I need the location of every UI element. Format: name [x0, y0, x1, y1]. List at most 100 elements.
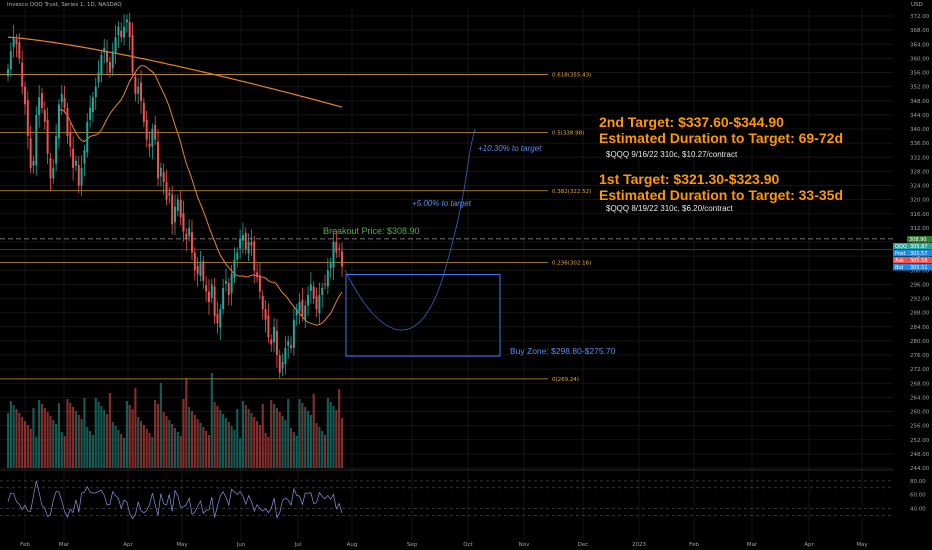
candle-body [329, 263, 332, 269]
buy-zone-label: Buy Zone: $298.80-$275.70 [510, 346, 616, 356]
y-tick-label: 248.00 [910, 452, 930, 458]
x-tick-label: Apr [123, 542, 133, 548]
candle-body [264, 309, 267, 320]
volume-bar [190, 411, 194, 468]
price-badge-label: 308.90 [909, 237, 927, 243]
y-tick-label: 320.00 [910, 198, 930, 204]
candle-body [205, 285, 208, 292]
volume-bar [55, 424, 58, 468]
y-tick-label: 340.00 [910, 127, 930, 133]
projection-curve [344, 128, 476, 331]
candle-body [298, 302, 301, 312]
volume-bar [239, 438, 242, 468]
breakout-label: Breakout Price: $308.90 [323, 226, 420, 236]
x-tick-label: Feb [689, 542, 699, 548]
candle-body [318, 294, 321, 314]
volume-bar [205, 431, 208, 468]
option1-label: $QQQ 8/19/22 310c, $6.20/contract [606, 204, 733, 213]
candle-body [66, 107, 69, 137]
volume-bar [227, 422, 230, 468]
candle-body [227, 282, 230, 295]
candle-body [202, 261, 205, 281]
x-tick-label: Feb [20, 542, 30, 548]
candle-body [219, 309, 222, 328]
volume-bar [32, 408, 35, 468]
pct1-label: +5.00% to target [412, 199, 471, 208]
candle-body [258, 275, 261, 292]
candle-body [55, 136, 58, 164]
target2-label: 2nd Target: $337.60-$344.90 [599, 114, 784, 130]
volume-bar [9, 401, 12, 468]
volume-bar [329, 402, 332, 468]
x-tick-label: Nov [519, 542, 530, 548]
volume-bar [131, 409, 134, 468]
candle-body [190, 232, 193, 253]
volume-bar [253, 417, 256, 468]
price-badge [893, 257, 932, 264]
volume-bar [142, 425, 145, 468]
volume-bar [267, 437, 270, 468]
volume-bar [321, 431, 324, 468]
y-tick-label: 356.00 [910, 71, 930, 77]
x-tick-label: Dec [578, 542, 589, 548]
volume-bar [338, 389, 341, 468]
volume-bar [91, 435, 94, 468]
volume-bar [202, 427, 205, 468]
y-tick-label: 276.00 [910, 353, 930, 359]
y-tick-label: 364.00 [910, 42, 930, 48]
candle-body [157, 141, 160, 179]
candle-body [94, 86, 97, 98]
volume-bar [213, 402, 216, 468]
volume-bar [100, 406, 103, 468]
target1-label: 1st Target: $321.30-$323.90 [599, 171, 780, 187]
volume-bar [179, 436, 182, 468]
volume-bar [154, 400, 157, 468]
candle-body [12, 37, 15, 48]
time-axis: Feb Mar Apr May Jun Jul Aug Sep Oct Nov Dec 2023 Feb… [20, 542, 868, 548]
candle-body [312, 286, 315, 299]
candle-body [295, 309, 298, 316]
candle-body [267, 315, 270, 338]
candle-body [131, 35, 134, 73]
price-badge-value: 305.56 [910, 258, 928, 264]
candle-body [18, 42, 21, 59]
volume-bar [83, 398, 86, 468]
moving-averages [7, 36, 343, 326]
volume-bar [162, 412, 165, 468]
volume-bar [176, 432, 179, 468]
volume-bar [323, 435, 327, 468]
candle-body [114, 37, 117, 54]
y-tick-label: 372.00 [910, 14, 930, 20]
candle-body [72, 148, 75, 168]
candle-body [290, 345, 293, 348]
candle-body [256, 272, 259, 278]
volume-bar [188, 407, 191, 468]
candle-body [284, 347, 287, 365]
y-tick-label: 324.00 [910, 184, 930, 190]
y-tick-label: 296.00 [910, 282, 930, 288]
volume-bar [289, 428, 293, 468]
volume-bar [173, 428, 177, 468]
volume-bar [120, 434, 123, 468]
x-tick-label: Mar [59, 542, 70, 548]
volume-bar [168, 420, 171, 468]
price-badge-label: Post [895, 251, 906, 257]
volume-bar [63, 436, 66, 468]
candle-body [171, 194, 174, 225]
y-tick-label: 256.00 [910, 424, 930, 430]
candle-body [168, 192, 171, 196]
candle-body [123, 26, 126, 38]
volume-bar [117, 430, 120, 468]
y-tick-label: 352.00 [910, 85, 930, 91]
y-tick-label: 280.00 [910, 339, 930, 345]
y-tick-label: 284.00 [910, 325, 930, 331]
candle-body [216, 314, 219, 324]
volume-bar [145, 429, 148, 468]
y-tick-label: 332.00 [910, 155, 930, 161]
buy-zone-rect [345, 274, 501, 357]
price-badge [893, 264, 932, 271]
y-tick-label: 292.00 [910, 297, 930, 303]
candle-body [148, 143, 151, 147]
volume-bar [216, 406, 219, 468]
